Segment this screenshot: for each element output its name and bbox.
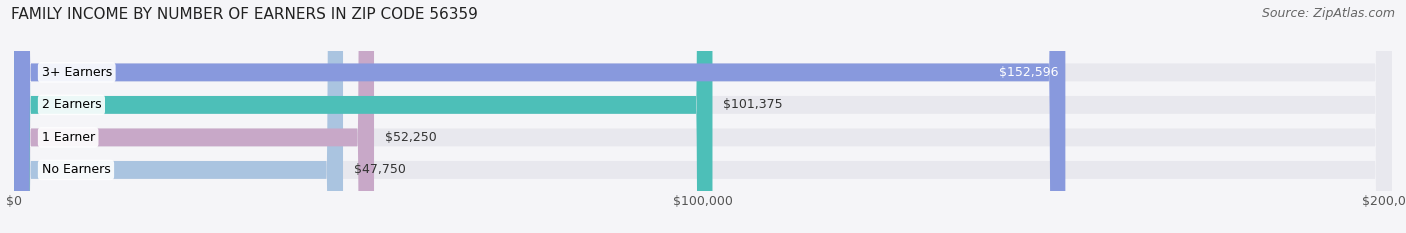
FancyBboxPatch shape [14, 0, 343, 233]
FancyBboxPatch shape [14, 0, 713, 233]
FancyBboxPatch shape [14, 0, 1392, 233]
FancyBboxPatch shape [14, 0, 1392, 233]
Text: $47,750: $47,750 [354, 163, 406, 176]
Text: $101,375: $101,375 [724, 98, 783, 111]
Text: 1 Earner: 1 Earner [42, 131, 94, 144]
FancyBboxPatch shape [14, 0, 1066, 233]
FancyBboxPatch shape [14, 0, 1392, 233]
Text: FAMILY INCOME BY NUMBER OF EARNERS IN ZIP CODE 56359: FAMILY INCOME BY NUMBER OF EARNERS IN ZI… [11, 7, 478, 22]
Text: No Earners: No Earners [42, 163, 110, 176]
Text: 2 Earners: 2 Earners [42, 98, 101, 111]
FancyBboxPatch shape [14, 0, 1392, 233]
Text: $152,596: $152,596 [1000, 66, 1059, 79]
Text: Source: ZipAtlas.com: Source: ZipAtlas.com [1261, 7, 1395, 20]
FancyBboxPatch shape [14, 0, 374, 233]
Text: 3+ Earners: 3+ Earners [42, 66, 112, 79]
Text: $52,250: $52,250 [385, 131, 437, 144]
